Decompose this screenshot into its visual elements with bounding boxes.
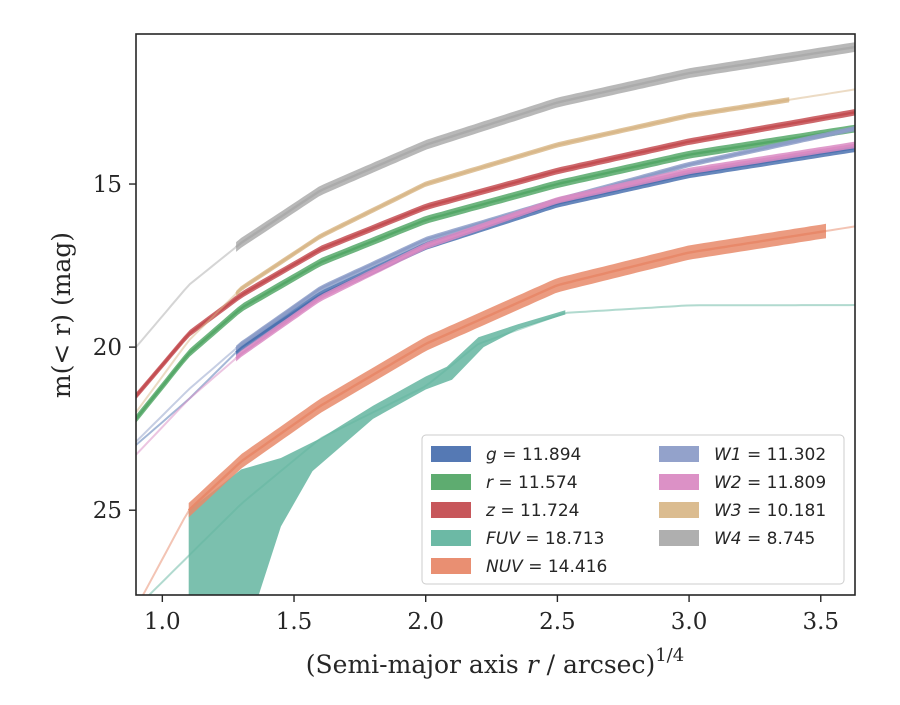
legend-item-g: g = 11.894 — [431, 445, 581, 465]
legend-item-fuv: FUV = 18.713 — [431, 529, 604, 549]
legend-swatch-w4 — [659, 530, 699, 546]
series-fuv-band — [188, 310, 566, 595]
legend-item-r: r = 11.574 — [431, 473, 578, 493]
y-tick-label: 25 — [93, 498, 122, 524]
legend-label-fuv: FUV = 18.713 — [486, 529, 604, 549]
legend-item-nuv: NUV = 14.416 — [431, 557, 607, 577]
x-tick-label: 2.0 — [407, 609, 444, 635]
legend-label-r: r = 11.574 — [486, 473, 578, 493]
series-z — [136, 109, 855, 400]
x-tick-label: 1.0 — [144, 609, 181, 635]
series-w2-line — [235, 143, 855, 360]
series-w4 — [136, 42, 855, 348]
x-tick-label: 2.5 — [539, 609, 576, 635]
x-tick-label: 3.0 — [671, 609, 708, 635]
legend-swatch-w3 — [659, 502, 699, 518]
series-nuv-line — [187, 229, 827, 512]
legend-label-w3: W3 = 10.181 — [714, 501, 826, 521]
legend-item-w2: W2 = 11.809 — [659, 473, 826, 493]
series-nuv — [141, 223, 855, 595]
legend-label-nuv: NUV = 14.416 — [486, 557, 607, 577]
legend-item-w4: W4 = 8.745 — [659, 529, 815, 549]
x-axis-label: (Semi-major axis r / arcsec)1/4 — [306, 645, 684, 679]
series-fuv — [147, 304, 855, 595]
x-tick-label: 3.5 — [802, 609, 839, 635]
series-z-line — [136, 111, 855, 397]
legend-item-w3: W3 = 10.181 — [659, 501, 826, 521]
series-w3-line — [235, 98, 790, 295]
legend-box — [421, 434, 845, 585]
series-r-line — [136, 127, 855, 420]
y-tick-label: 15 — [93, 172, 122, 198]
plot-frame — [135, 33, 856, 596]
legend-swatch-w1 — [659, 446, 699, 462]
legend-label-g: g = 11.894 — [486, 445, 581, 465]
legend-swatch-fuv — [431, 530, 471, 546]
legend-label-w1: W1 = 11.302 — [714, 445, 826, 465]
legend-label-z: z = 11.724 — [485, 501, 579, 521]
legend-swatch-g — [431, 446, 471, 462]
x-axis-ticks: 1.0 1.5 2.0 2.5 3.0 3.5 — [144, 595, 839, 635]
series-w2 — [136, 141, 855, 456]
legend-swatch-w2 — [659, 474, 699, 490]
series-r — [136, 124, 855, 423]
y-axis-label-group: m(< r) (mag) — [47, 232, 76, 398]
series-w3 — [136, 88, 855, 413]
y-axis-label: m(< r) (mag) — [47, 232, 76, 398]
legend-item-z: z = 11.724 — [431, 501, 579, 521]
legend-swatch-r — [431, 474, 471, 490]
legend-swatch-z — [431, 502, 471, 518]
legend-swatch-nuv — [431, 558, 471, 574]
legend-label-w4: W4 = 8.745 — [714, 529, 815, 549]
y-axis-ticks: 15 20 25 — [93, 172, 136, 524]
legend-item-w1: W1 = 11.302 — [659, 445, 826, 465]
series-layer — [136, 42, 855, 595]
legend-label-w2: W2 = 11.809 — [714, 473, 826, 493]
x-tick-label: 1.5 — [276, 609, 313, 635]
series-w4-line — [235, 45, 855, 248]
legend: g = 11.894 r = 11.574 z = 11.724 FUV = 18.7… — [421, 434, 845, 585]
y-tick-label: 20 — [93, 335, 122, 361]
